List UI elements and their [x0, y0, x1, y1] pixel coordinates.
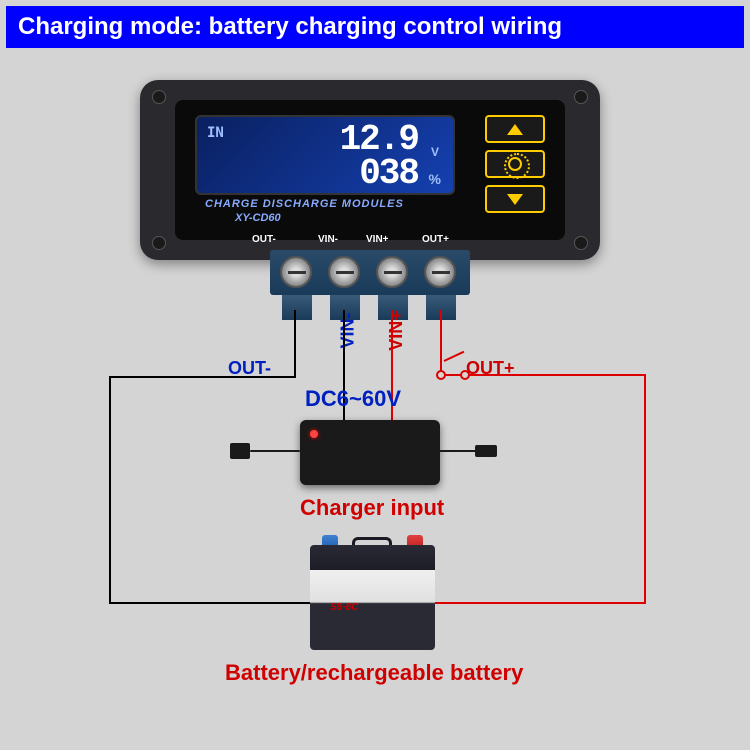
battery-body: S8·8C	[310, 570, 435, 650]
lcd-display: IN 12.9 V 038 %	[195, 115, 455, 195]
terminal-screw	[376, 256, 408, 288]
charger-cable	[250, 450, 300, 452]
charger-plug	[230, 443, 250, 459]
title-text: Charging mode: battery charging control …	[18, 13, 562, 41]
wire-label-vin-minus: VIN-	[338, 313, 359, 349]
wire-positive	[644, 374, 646, 604]
module-face: IN 12.9 V 038 % CHARGE DISCHARGE MODULES…	[175, 100, 565, 240]
switch-arm	[444, 351, 465, 362]
pcb-label-out-plus: OUT+	[422, 234, 449, 245]
module-label: CHARGE DISCHARGE MODULES	[205, 198, 404, 210]
settings-button[interactable]	[485, 150, 545, 178]
wire-negative	[109, 602, 321, 604]
lcd-percent-unit: %	[429, 171, 441, 187]
pcb-label-out-minus: OUT-	[252, 234, 276, 245]
charger-led-icon	[310, 430, 318, 438]
charger-cable	[440, 450, 475, 452]
mount-hole	[574, 236, 588, 250]
title-bar: Charging mode: battery charging control …	[6, 6, 744, 48]
terminal-screw	[328, 256, 360, 288]
charger-jack	[475, 445, 497, 457]
pcb-label-vin-plus: VIN+	[366, 234, 389, 245]
down-button[interactable]	[485, 185, 545, 213]
lcd-voltage-unit: V	[431, 145, 439, 159]
battery: S8·8C	[310, 545, 435, 650]
lcd-percent-value: 038	[359, 153, 418, 194]
battery-brand: S8·8C	[330, 602, 358, 613]
wire-positive	[424, 602, 646, 604]
terminal-screw	[424, 256, 456, 288]
triangle-down-icon	[507, 194, 523, 205]
switch-node	[460, 370, 470, 380]
wire-label-vin-plus: VIN+	[386, 310, 407, 351]
battery-label: Battery/rechargeable battery	[225, 660, 523, 686]
dc-voltage-label: DC6~60V	[305, 386, 401, 412]
wire-positive	[440, 374, 646, 376]
wire-negative	[294, 310, 296, 378]
up-button[interactable]	[485, 115, 545, 143]
triangle-up-icon	[507, 124, 523, 135]
wire-positive	[440, 310, 442, 376]
charger-adapter	[300, 420, 440, 485]
mount-hole	[152, 236, 166, 250]
terminal-screw	[280, 256, 312, 288]
lcd-in-label: IN	[207, 125, 224, 141]
wire-negative	[109, 376, 111, 604]
terminal-tab	[282, 295, 312, 320]
mount-hole	[574, 90, 588, 104]
switch-node	[436, 370, 446, 380]
mount-hole	[152, 90, 166, 104]
control-module: IN 12.9 V 038 % CHARGE DISCHARGE MODULES…	[140, 80, 600, 260]
gear-icon	[508, 157, 522, 171]
wire-negative	[109, 376, 296, 378]
pcb-label-vin-minus: VIN-	[318, 234, 338, 245]
charger-label: Charger input	[300, 495, 444, 521]
module-model: XY-CD60	[235, 212, 281, 224]
